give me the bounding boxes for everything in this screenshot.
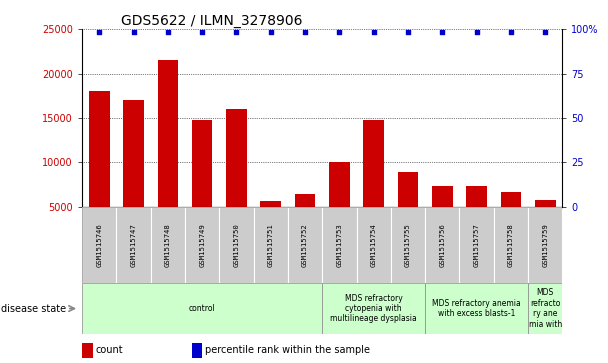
Bar bbox=[82, 207, 116, 283]
Text: GSM1515754: GSM1515754 bbox=[371, 223, 377, 267]
Bar bbox=[288, 207, 322, 283]
Text: GSM1515758: GSM1515758 bbox=[508, 223, 514, 267]
Bar bbox=[322, 283, 425, 334]
Bar bbox=[260, 201, 281, 207]
Bar bbox=[295, 193, 316, 207]
Bar bbox=[185, 207, 219, 283]
Point bbox=[334, 29, 344, 34]
Text: count: count bbox=[95, 345, 123, 355]
Text: GSM1515757: GSM1515757 bbox=[474, 223, 480, 267]
Bar bbox=[254, 207, 288, 283]
Point bbox=[232, 29, 241, 34]
Bar bbox=[528, 283, 562, 334]
Bar bbox=[364, 120, 384, 207]
Text: MDS refractory anemia
with excess blasts-1: MDS refractory anemia with excess blasts… bbox=[432, 299, 521, 318]
Bar bbox=[391, 207, 425, 283]
Bar bbox=[466, 187, 487, 207]
Text: GSM1515747: GSM1515747 bbox=[131, 223, 137, 267]
Text: disease state: disease state bbox=[1, 303, 66, 314]
Bar bbox=[528, 207, 562, 283]
Bar bbox=[151, 207, 185, 283]
Bar bbox=[494, 207, 528, 283]
Point bbox=[541, 29, 550, 34]
Text: GSM1515756: GSM1515756 bbox=[440, 223, 445, 267]
Bar bbox=[219, 207, 254, 283]
Bar bbox=[500, 192, 521, 207]
Bar bbox=[157, 60, 178, 207]
Text: GSM1515749: GSM1515749 bbox=[199, 223, 205, 267]
Point bbox=[163, 29, 173, 34]
Bar bbox=[432, 185, 452, 207]
Point bbox=[266, 29, 275, 34]
Text: GSM1515748: GSM1515748 bbox=[165, 223, 171, 267]
Text: GSM1515753: GSM1515753 bbox=[336, 223, 342, 267]
Text: control: control bbox=[189, 304, 215, 313]
Point bbox=[129, 29, 139, 34]
Point bbox=[472, 29, 482, 34]
Bar bbox=[356, 207, 391, 283]
Bar bbox=[425, 283, 528, 334]
Text: MDS
refracto
ry ane
mia with: MDS refracto ry ane mia with bbox=[528, 289, 562, 329]
Bar bbox=[89, 91, 109, 207]
Bar bbox=[123, 100, 144, 207]
Bar bbox=[535, 200, 556, 207]
Point bbox=[437, 29, 447, 34]
Bar bbox=[116, 207, 151, 283]
Point bbox=[403, 29, 413, 34]
Bar bbox=[226, 109, 247, 207]
Point bbox=[369, 29, 379, 34]
Text: GSM1515750: GSM1515750 bbox=[233, 223, 240, 267]
Point bbox=[94, 29, 104, 34]
Text: GSM1515746: GSM1515746 bbox=[96, 223, 102, 267]
Bar bbox=[82, 283, 322, 334]
Point bbox=[506, 29, 516, 34]
Text: MDS refractory
cytopenia with
multilineage dysplasia: MDS refractory cytopenia with multilinea… bbox=[330, 294, 417, 323]
Text: GSM1515755: GSM1515755 bbox=[405, 223, 411, 267]
Bar bbox=[460, 207, 494, 283]
Bar bbox=[192, 120, 212, 207]
Text: GSM1515752: GSM1515752 bbox=[302, 223, 308, 267]
Text: GDS5622 / ILMN_3278906: GDS5622 / ILMN_3278906 bbox=[120, 14, 302, 28]
Bar bbox=[425, 207, 460, 283]
Bar bbox=[329, 162, 350, 207]
Text: percentile rank within the sample: percentile rank within the sample bbox=[205, 345, 370, 355]
Bar bbox=[398, 172, 418, 207]
Point bbox=[300, 29, 310, 34]
Text: GSM1515759: GSM1515759 bbox=[542, 223, 548, 267]
Text: GSM1515751: GSM1515751 bbox=[268, 223, 274, 267]
Bar bbox=[322, 207, 356, 283]
Point bbox=[197, 29, 207, 34]
